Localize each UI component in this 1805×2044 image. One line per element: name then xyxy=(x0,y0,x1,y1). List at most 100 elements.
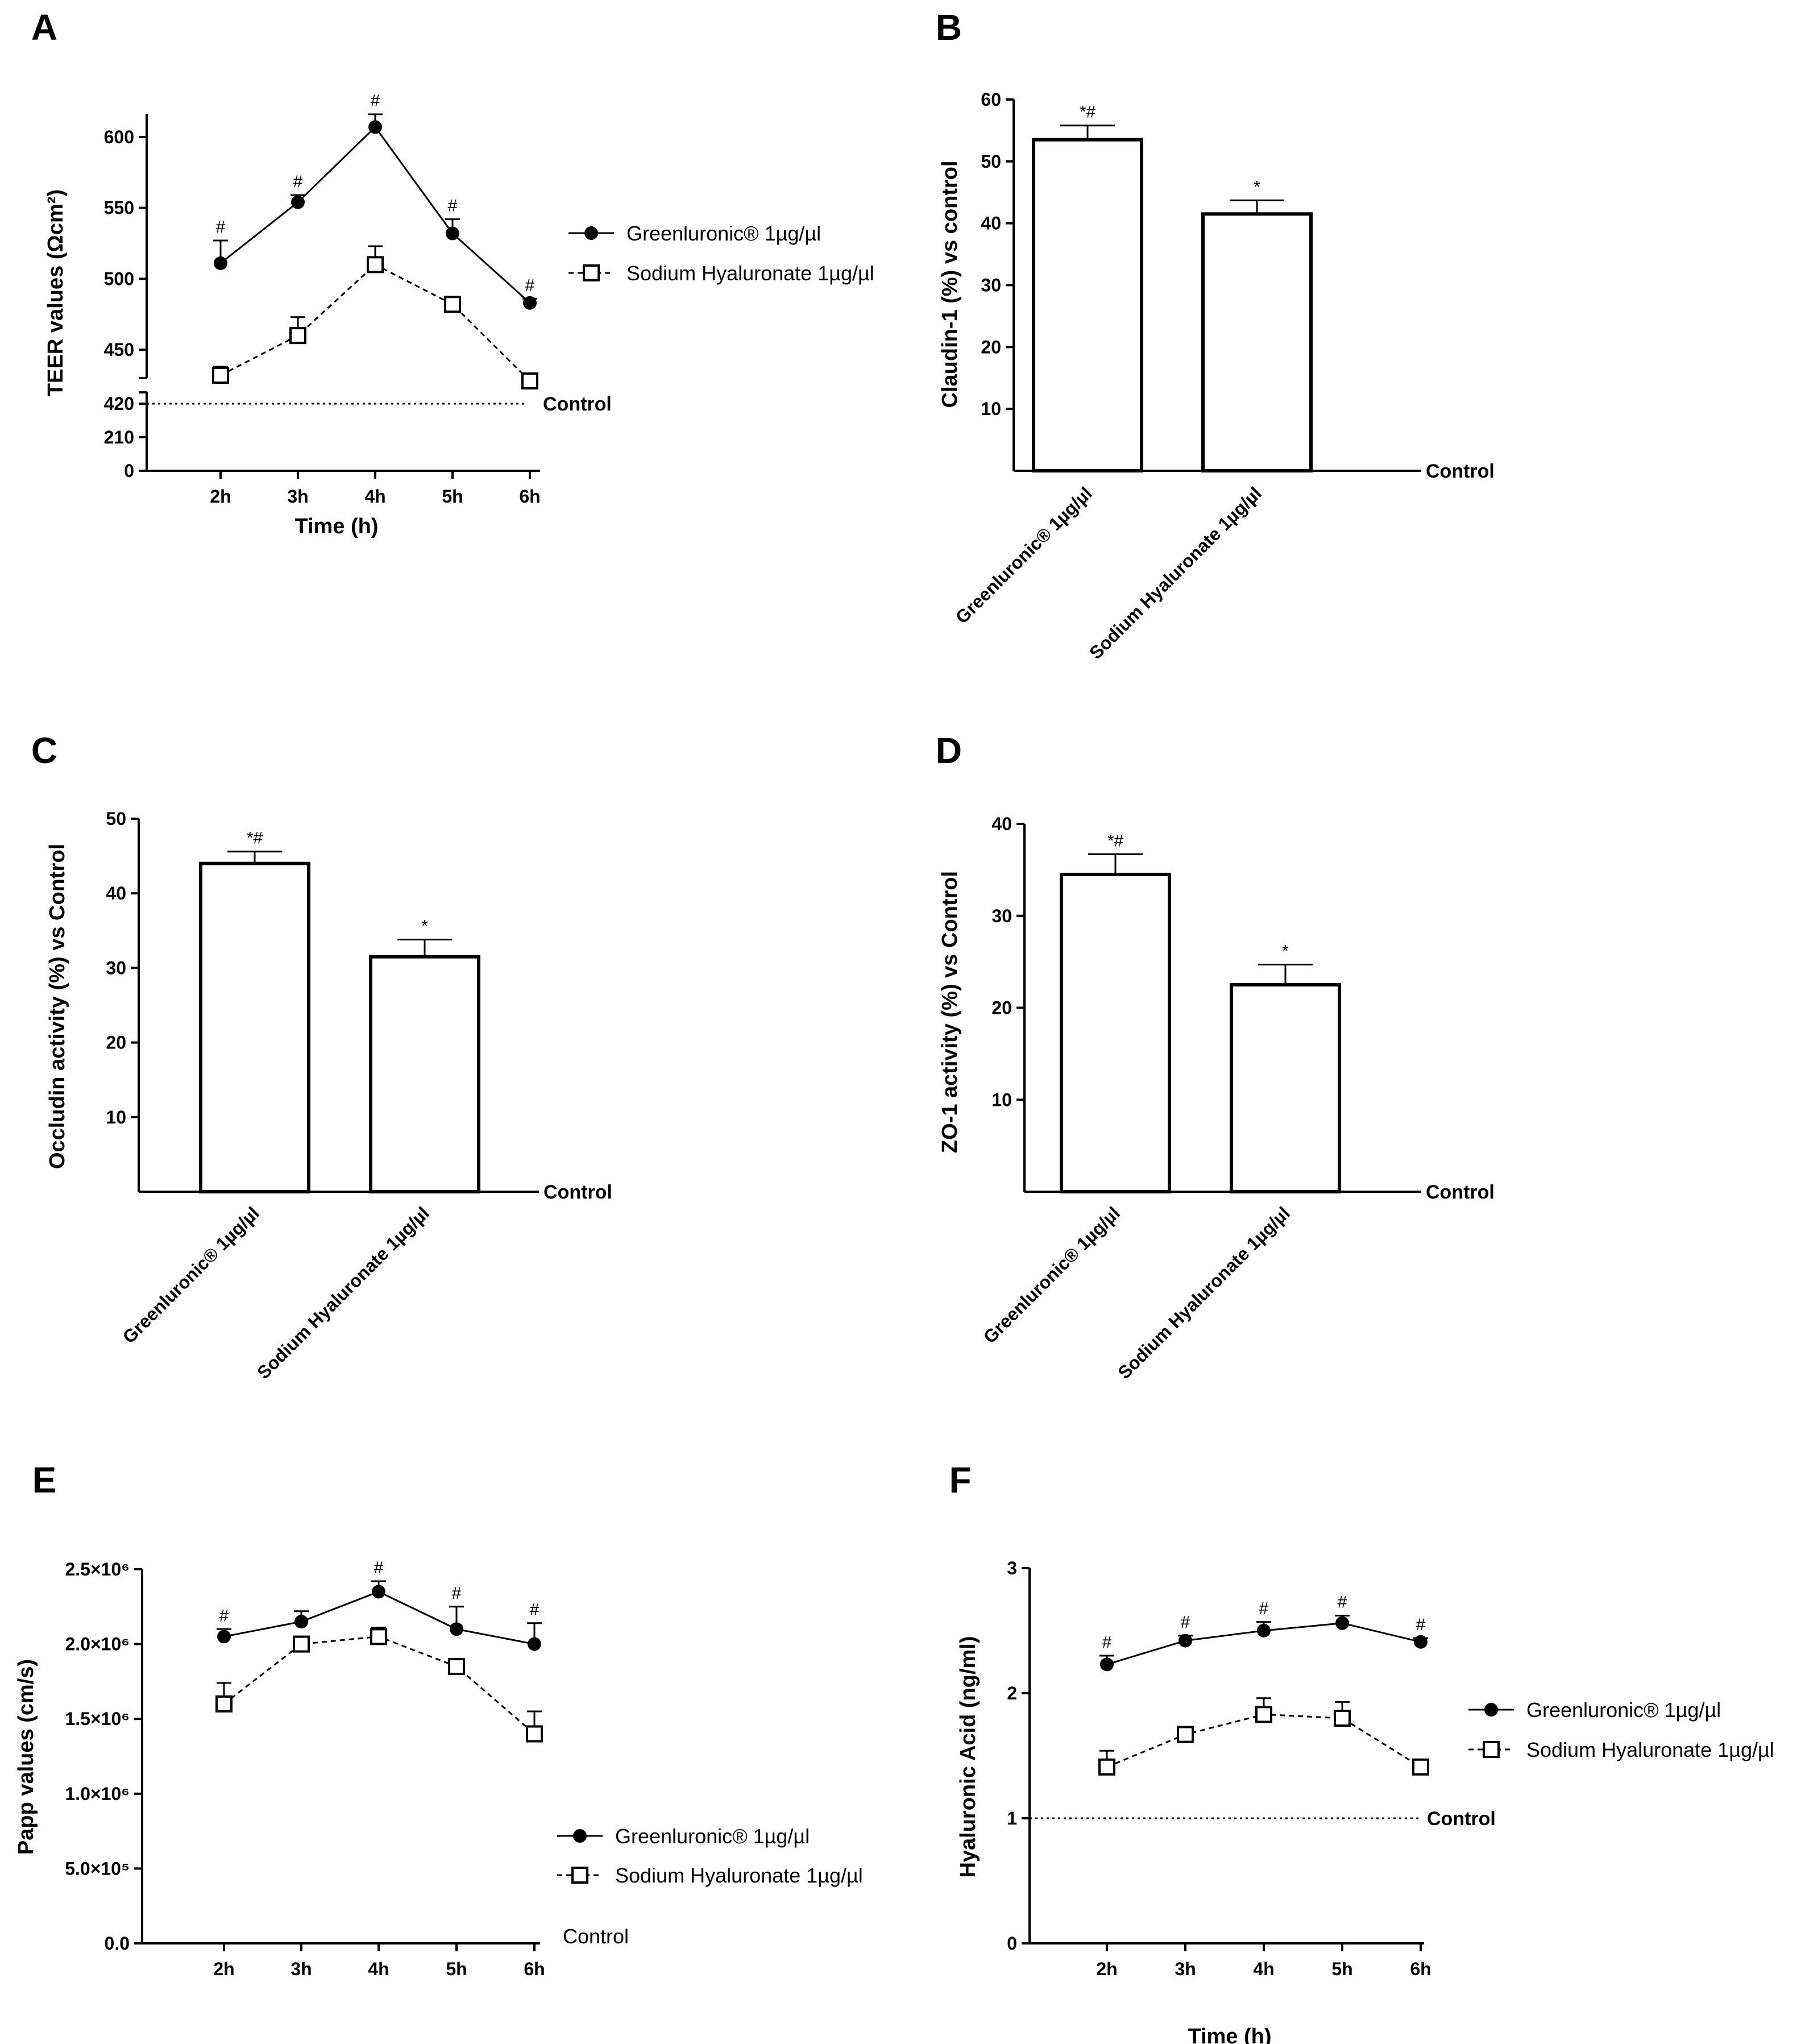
y-tick-label: 10 xyxy=(981,399,1001,419)
data-point-square xyxy=(521,372,538,389)
series-greenluronic: # # # # xyxy=(217,1558,542,1651)
significance-mark: # xyxy=(452,1584,462,1603)
y-tick-label: 450 xyxy=(104,339,134,360)
data-point-circle xyxy=(1335,1616,1349,1630)
x-tick-label: 4h xyxy=(368,1959,389,1979)
data-point-circle xyxy=(1179,1633,1192,1648)
x-category-label: Sodium Hyaluronate 1µg/µl xyxy=(253,1203,433,1383)
data-point-square xyxy=(1098,1758,1115,1776)
data-point-square xyxy=(448,1658,465,1676)
data-point-circle xyxy=(1484,1703,1498,1717)
significance-mark: # xyxy=(219,1606,229,1625)
series-greenluronic: # # # # # xyxy=(213,92,537,310)
y-tick-label: 3 xyxy=(1007,1558,1017,1578)
significance-mark: # xyxy=(525,276,535,295)
data-point-circle xyxy=(294,1615,308,1629)
series-line xyxy=(220,263,531,382)
data-point-square xyxy=(1334,1710,1351,1727)
data-point-square xyxy=(289,327,306,345)
y-tick-label: 0 xyxy=(124,461,134,481)
panel-letter: A xyxy=(31,7,57,48)
data-point-circle xyxy=(368,120,382,134)
significance-mark: * xyxy=(1282,942,1289,960)
y-tick-label: 1 xyxy=(1007,1808,1017,1829)
bar xyxy=(369,955,480,1193)
y-tick-label: 420 xyxy=(104,393,134,414)
y-tick-label: 2 xyxy=(1007,1683,1017,1703)
legend-item: Greenluronic® 1µg/µl xyxy=(569,222,821,245)
significance-mark: # xyxy=(1102,1633,1112,1652)
control-label: Control xyxy=(1427,1808,1496,1830)
x-tick-label: 2h xyxy=(213,1959,234,1979)
control-label: Control xyxy=(543,1181,612,1203)
x-tick-label: 6h xyxy=(1410,1959,1431,1979)
data-point-circle xyxy=(217,1630,231,1644)
control-label: Control xyxy=(1426,461,1495,482)
significance-mark: # xyxy=(530,1601,540,1619)
data-point-circle xyxy=(584,226,598,240)
data-point-circle xyxy=(446,226,459,241)
significance-mark: *# xyxy=(1080,103,1096,122)
x-tick-label: 3h xyxy=(1175,1959,1196,1979)
panel-letter: C xyxy=(31,730,57,771)
bar xyxy=(199,861,310,1193)
x-category-label: Greenluronic® 1µg/µl xyxy=(952,483,1096,627)
significance-mark: # xyxy=(374,1558,384,1577)
bar xyxy=(1060,872,1171,1193)
series-line xyxy=(220,126,531,304)
data-point-square xyxy=(367,256,384,273)
significance-mark: * xyxy=(421,917,428,936)
data-point-circle xyxy=(291,195,305,209)
y-axis-title: ZO-1 activity (%) vs Control xyxy=(938,871,962,1153)
legend-label: Greenluronic® 1µg/µl xyxy=(1526,1698,1721,1722)
x-tick-label: 5h xyxy=(1331,1959,1352,1979)
y-tick-label: 1.5×10⁶ xyxy=(65,1709,130,1729)
significance-mark: # xyxy=(1416,1615,1426,1634)
series-sodium-hyaluronate xyxy=(212,245,538,389)
data-point-square xyxy=(1255,1706,1272,1723)
y-tick-label: 20 xyxy=(106,1033,126,1053)
data-point-circle xyxy=(1414,1635,1428,1649)
data-point-square xyxy=(1412,1758,1429,1776)
y-tick-label: 20 xyxy=(991,998,1012,1018)
panel-letter: B xyxy=(936,7,962,48)
x-tick-label: 5h xyxy=(442,486,463,507)
y-tick-label: 50 xyxy=(981,151,1001,172)
significance-mark: * xyxy=(1254,177,1260,196)
legend-label: Sodium Hyaluronate 1µg/µl xyxy=(615,1864,863,1887)
x-tick-label: 2h xyxy=(210,486,231,507)
significance-mark: *# xyxy=(1107,831,1124,850)
panel-E: E 0.0 5.0×10⁵ 1.0×10⁶ 1.5×10⁶ 2.0×10⁶ 2.5×10⁶ 2… xyxy=(14,1460,863,2044)
y-tick-label: 1.0×10⁶ xyxy=(65,1784,130,1804)
panel-A: A 0 210 420 450 500 550 600 2h 3h 4h 5h 6h Time (h) TE… xyxy=(31,7,874,538)
x-tick-label: 6h xyxy=(519,486,540,507)
legend-label: Sodium Hyaluronate 1µg/µl xyxy=(626,262,874,285)
bar xyxy=(1230,983,1341,1193)
bar xyxy=(1032,138,1143,473)
significance-mark: *# xyxy=(247,829,263,848)
panel-B: B Control 10 20 30 40 50 60 Claudin-1 (%) vs con… xyxy=(936,7,1495,663)
data-point-circle xyxy=(214,256,227,270)
x-axis-title: Time (h) xyxy=(293,2041,377,2044)
legend-item: Greenluronic® 1µg/µl xyxy=(557,1825,810,1848)
y-tick-label: 600 xyxy=(104,127,134,147)
data-point-circle xyxy=(1257,1624,1271,1637)
y-tick-label: 30 xyxy=(991,906,1012,926)
y-axis-title: Claudin-1 (%) vs control xyxy=(938,161,962,408)
data-point-square xyxy=(215,1695,233,1713)
y-tick-label: 40 xyxy=(106,883,126,903)
x-category-label: Greenluronic® 1µg/µl xyxy=(119,1203,263,1347)
y-tick-label: 10 xyxy=(106,1107,126,1127)
y-tick-label: 210 xyxy=(104,427,134,447)
significance-mark: # xyxy=(1338,1593,1347,1612)
panel-F: F 0 1 2 3 2h 3h 4h 5h 6h Time (h) Hyaluronic Acid (… xyxy=(949,1460,1774,2044)
data-point-circle xyxy=(372,1585,385,1599)
y-tick-label: 30 xyxy=(981,275,1001,296)
panel-letter: D xyxy=(936,730,962,771)
panel-letter: E xyxy=(32,1460,57,1500)
series-sodium-hyaluronate xyxy=(215,1627,543,1743)
legend-item: Greenluronic® 1µg/µl xyxy=(1468,1698,1721,1722)
data-point-circle xyxy=(523,296,537,310)
legend-label: Sodium Hyaluronate 1µg/µl xyxy=(1526,1738,1774,1761)
